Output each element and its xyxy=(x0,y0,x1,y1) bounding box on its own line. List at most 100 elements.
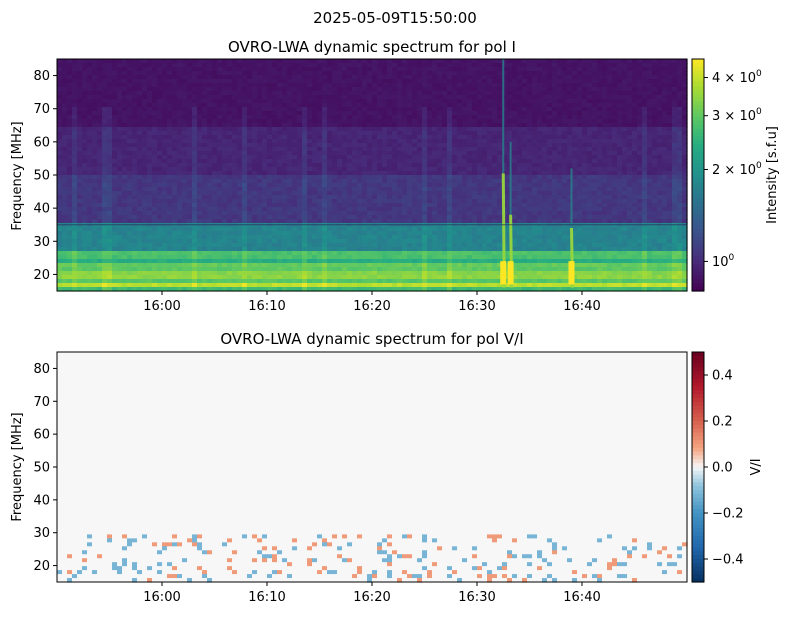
heatmap-cell xyxy=(302,183,308,188)
heatmap-cell xyxy=(297,211,303,216)
heatmap-cell xyxy=(642,211,648,216)
heatmap-cell xyxy=(467,115,473,120)
heatmap-cell xyxy=(67,95,73,100)
heatmap-cell xyxy=(297,179,303,184)
heatmap-cell xyxy=(512,67,518,72)
heatmap-cell xyxy=(422,131,428,136)
heatmap-cell xyxy=(607,99,613,104)
heatmap-cell xyxy=(487,183,493,188)
heatmap-cell xyxy=(252,167,258,172)
heatmap-cell xyxy=(152,127,158,132)
heatmap-cell xyxy=(422,151,428,156)
heatmap-cell xyxy=(332,139,338,144)
heatmap-cell xyxy=(267,127,273,132)
heatmap-cell xyxy=(407,143,413,148)
heatmap-cell xyxy=(357,211,363,216)
heatmap-cell xyxy=(97,171,103,176)
heatmap-cell xyxy=(367,207,373,212)
heatmap-cell xyxy=(57,71,63,76)
heatmap-cell xyxy=(182,71,188,76)
heatmap-cell xyxy=(312,207,318,212)
heatmap-cell xyxy=(467,107,473,112)
heatmap-cell xyxy=(107,203,113,208)
heatmap-cell xyxy=(217,75,223,80)
heatmap-cell xyxy=(487,195,493,200)
heatmap-cell xyxy=(202,135,208,140)
heatmap-cell xyxy=(332,83,338,88)
heatmap-cell xyxy=(117,59,123,64)
heatmap-cell xyxy=(262,87,268,92)
heatmap-cell xyxy=(212,63,218,68)
heatmap-cell xyxy=(142,195,148,200)
heatmap-cell xyxy=(392,107,398,112)
heatmap-cell xyxy=(142,171,148,176)
heatmap-cell xyxy=(117,143,123,148)
heatmap-cell xyxy=(287,159,293,164)
heatmap-cell xyxy=(237,71,243,76)
heatmap-cell xyxy=(467,191,473,196)
heatmap-cell xyxy=(87,107,93,112)
heatmap-cell xyxy=(512,119,518,124)
heatmap-cell xyxy=(72,143,78,148)
heatmap-cell xyxy=(197,171,203,176)
heatmap-cell xyxy=(412,103,418,108)
heatmap-cell xyxy=(157,199,163,204)
heatmap-cell xyxy=(177,67,183,72)
heatmap-cell xyxy=(152,95,158,100)
heatmap-cell xyxy=(472,203,478,208)
heatmap-cell xyxy=(222,199,228,204)
heatmap-cell xyxy=(537,139,543,144)
heatmap-cell xyxy=(337,155,343,160)
heatmap-cell xyxy=(677,203,683,208)
heatmap-cell xyxy=(522,95,528,100)
heatmap-cell xyxy=(632,107,638,112)
heatmap-cell xyxy=(317,199,323,204)
heatmap-cell xyxy=(237,155,243,160)
heatmap-cell xyxy=(122,139,128,144)
heatmap-cell xyxy=(442,111,448,116)
heatmap-cell xyxy=(62,103,68,108)
heatmap-cell xyxy=(417,203,423,208)
heatmap-cell xyxy=(532,187,538,192)
heatmap-cell xyxy=(242,103,248,108)
heatmap-cell xyxy=(662,87,668,92)
heatmap-cell xyxy=(282,91,288,96)
heatmap-cell xyxy=(117,87,123,92)
heatmap-cell xyxy=(462,83,468,88)
heatmap-cell xyxy=(282,207,288,212)
heatmap-cell xyxy=(182,159,188,164)
heatmap-cell xyxy=(412,71,418,76)
heatmap-cell xyxy=(57,87,63,92)
heatmap-cell xyxy=(352,191,358,196)
heatmap-cell xyxy=(252,99,258,104)
heatmap-cell xyxy=(292,179,298,184)
heatmap-cell xyxy=(557,187,563,192)
heatmap-cell xyxy=(582,151,588,156)
heatmap-cell xyxy=(562,99,568,104)
heatmap-cell xyxy=(402,143,408,148)
heatmap-cell xyxy=(377,115,383,120)
heatmap-cell xyxy=(257,59,263,64)
heatmap-cell xyxy=(542,115,548,120)
heatmap-cell xyxy=(512,195,518,200)
heatmap-cell xyxy=(557,99,563,104)
heatmap-cell xyxy=(232,123,238,128)
heatmap-cell xyxy=(127,143,133,148)
heatmap-cell xyxy=(532,139,538,144)
heatmap-cell xyxy=(292,203,298,208)
heatmap-cell xyxy=(437,155,443,160)
heatmap-cell xyxy=(582,79,588,84)
heatmap-cell xyxy=(62,207,68,212)
heatmap-cell xyxy=(677,211,683,216)
heatmap-cell xyxy=(132,167,138,172)
heatmap-cell xyxy=(357,155,363,160)
heatmap-cell xyxy=(472,159,478,164)
heatmap-cell xyxy=(57,187,63,192)
heatmap-cell xyxy=(437,59,443,64)
heatmap-cell xyxy=(87,139,93,144)
heatmap-cell xyxy=(172,75,178,80)
heatmap-cell xyxy=(557,183,563,188)
heatmap-cell xyxy=(222,163,228,168)
heatmap-cell xyxy=(617,103,623,108)
heatmap-cell xyxy=(317,99,323,104)
